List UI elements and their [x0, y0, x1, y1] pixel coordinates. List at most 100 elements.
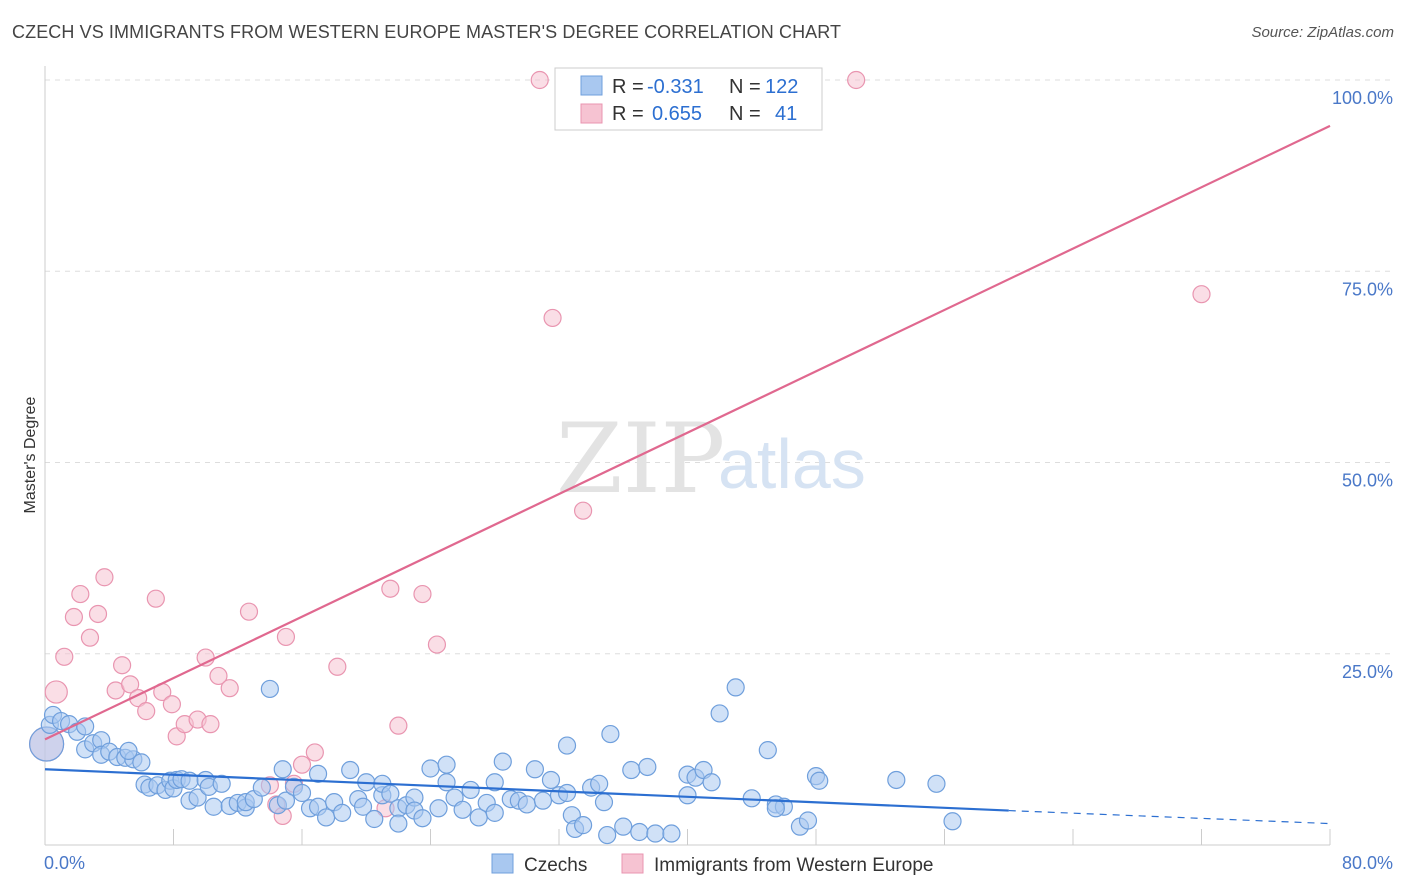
data-point	[662, 824, 681, 843]
data-point	[614, 817, 633, 836]
data-point	[308, 764, 328, 783]
data-point	[64, 607, 84, 627]
data-point	[541, 770, 561, 790]
series-immigrants-points	[29, 70, 1211, 826]
data-point	[517, 795, 536, 814]
data-point	[55, 647, 74, 666]
data-point	[413, 584, 432, 604]
data-point	[389, 814, 408, 833]
bottom-legend-label-immigrants: Immigrants from Western Europe	[654, 855, 933, 876]
legend-r-label-blue: R =	[612, 76, 644, 98]
legend-n-value-blue: 122	[765, 76, 798, 98]
data-point	[276, 791, 296, 810]
data-point	[943, 812, 962, 831]
data-point	[726, 678, 745, 697]
y-tick-label: 25.0%	[1342, 662, 1393, 682]
y-tick-label: 75.0%	[1342, 279, 1393, 299]
watermark-zip: ZIP	[556, 403, 725, 515]
data-point	[328, 657, 347, 676]
data-point	[573, 501, 593, 520]
data-point	[646, 824, 665, 843]
data-point	[276, 627, 296, 647]
data-point	[598, 825, 617, 845]
data-point	[212, 774, 231, 793]
watermark: ZIP atlas	[556, 403, 866, 515]
data-point	[95, 568, 114, 587]
data-point	[437, 773, 456, 792]
data-point	[453, 800, 472, 819]
data-point	[316, 808, 336, 827]
data-point	[292, 783, 312, 803]
legend-swatch-blue	[580, 75, 603, 96]
data-point	[630, 822, 649, 842]
data-point	[758, 741, 777, 760]
data-point	[220, 679, 239, 698]
data-point	[485, 773, 504, 792]
y-tick-labels: 25.0% 50.0% 75.0% 100.0%	[1332, 88, 1393, 682]
data-point	[678, 786, 697, 805]
x-tick-label-min: 0.0%	[44, 853, 85, 873]
data-point	[239, 602, 259, 621]
data-point	[305, 743, 324, 762]
bottom-legend-swatch-blue	[491, 853, 514, 874]
data-point	[365, 809, 384, 829]
data-point	[146, 589, 165, 608]
data-point	[80, 628, 100, 647]
data-point	[88, 604, 108, 624]
data-point	[201, 715, 220, 734]
data-point	[119, 741, 138, 761]
data-point	[292, 755, 312, 774]
trend-line-immigrants	[44, 124, 1331, 741]
data-point	[766, 799, 785, 818]
trend-lines	[44, 124, 1331, 825]
trend-line-czechs-extension	[1008, 809, 1331, 825]
data-point	[162, 695, 181, 714]
data-point	[71, 584, 90, 604]
data-point	[209, 666, 228, 686]
data-point	[437, 755, 456, 774]
legend-n-label-pink: N =	[729, 103, 761, 125]
legend-r-value-blue: -0.331	[647, 76, 704, 98]
data-point	[810, 771, 829, 790]
data-point	[273, 760, 292, 779]
y-axis-title: Master's Degree	[22, 396, 39, 513]
legend-n-label-blue: N =	[729, 76, 761, 98]
data-point	[594, 793, 614, 812]
y-tick-label: 50.0%	[1342, 471, 1393, 491]
series-czechs-points	[29, 678, 962, 845]
data-point	[533, 791, 553, 810]
bottom-legend-label-czechs: Czechs	[524, 855, 587, 876]
legend-r-label-pink: R =	[612, 103, 644, 125]
legend-n-value-pink: 41	[775, 103, 797, 125]
data-point	[710, 704, 729, 723]
data-point	[461, 780, 480, 800]
y-tick-label: 100.0%	[1332, 88, 1393, 108]
legend-swatch-pink	[580, 103, 603, 124]
data-point	[112, 656, 132, 675]
correlation-legend: R = -0.331 N = 122 R = 0.655 N = 41	[554, 67, 823, 131]
data-point	[121, 675, 140, 694]
data-point	[333, 803, 352, 822]
data-point	[557, 736, 577, 755]
data-point	[847, 70, 866, 90]
watermark-atlas: atlas	[718, 425, 866, 503]
data-point	[601, 724, 620, 744]
data-point	[341, 760, 360, 780]
data-point	[427, 635, 447, 654]
data-point	[798, 811, 818, 830]
data-point	[204, 797, 223, 816]
data-point	[530, 70, 549, 90]
gridlines	[45, 79, 1392, 655]
data-point	[429, 799, 448, 818]
legend-r-value-pink: 0.655	[652, 103, 702, 125]
data-point	[188, 788, 207, 807]
data-point	[252, 778, 271, 797]
data-point	[493, 752, 512, 771]
data-point	[389, 716, 408, 735]
data-point	[44, 680, 68, 704]
data-point	[485, 803, 504, 822]
data-point	[525, 760, 545, 779]
data-point	[927, 774, 946, 793]
data-point	[132, 753, 151, 772]
x-tick-labels: 0.0% 80.0%	[44, 853, 1393, 873]
